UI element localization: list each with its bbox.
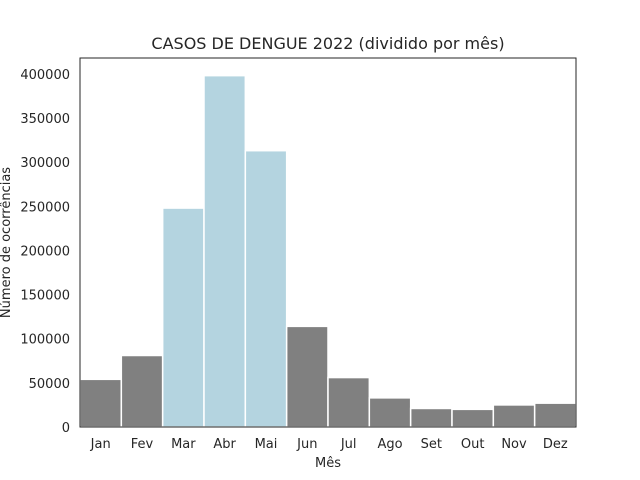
bar-jul bbox=[327, 376, 371, 428]
y-tick-label: 200000 bbox=[20, 244, 70, 259]
y-tick-label: 400000 bbox=[20, 68, 70, 83]
x-tick-label-nov: Nov bbox=[501, 437, 527, 452]
bar-ago bbox=[368, 397, 412, 428]
x-axis-ticks: Jan Fev Mar Abr Mai Jun Jul Ago Set Out Nov Dez bbox=[90, 437, 568, 452]
x-tick-label-jan: Jan bbox=[90, 437, 111, 452]
y-tick-label: 0 bbox=[62, 421, 70, 436]
x-tick-label-mai: Mai bbox=[255, 437, 278, 452]
y-tick-label: 100000 bbox=[20, 333, 70, 348]
bar-set bbox=[409, 407, 453, 428]
y-tick-label: 50000 bbox=[29, 377, 70, 392]
x-tick-label-mar: Mar bbox=[171, 437, 196, 452]
y-tick-label: 250000 bbox=[20, 200, 70, 215]
x-tick-label-set: Set bbox=[421, 437, 442, 452]
x-tick-label-abr: Abr bbox=[213, 437, 236, 452]
y-tick-label: 150000 bbox=[20, 289, 70, 304]
bar-abr bbox=[203, 74, 247, 428]
bar-out bbox=[451, 408, 495, 428]
x-axis-label: Mês bbox=[315, 456, 341, 471]
plot-frame bbox=[79, 57, 577, 428]
y-tick-label: 300000 bbox=[20, 156, 70, 171]
x-tick-label-dez: Dez bbox=[543, 437, 568, 452]
x-tick-label-jun: Jun bbox=[296, 437, 317, 452]
bar-jun bbox=[285, 325, 329, 428]
y-axis-ticks: 0 50000 100000 150000 200000 250000 300000 3500… bbox=[20, 68, 70, 436]
x-tick-label-jul: Jul bbox=[340, 437, 357, 452]
bar-mai bbox=[244, 149, 288, 428]
bar-dez bbox=[533, 402, 577, 428]
x-tick-label-fev: Fev bbox=[131, 437, 154, 452]
bar-jan bbox=[79, 378, 123, 428]
bar-mar bbox=[161, 207, 205, 428]
y-axis-label: Número de ocorrências bbox=[0, 167, 14, 318]
y-tick-label: 350000 bbox=[20, 112, 70, 127]
bars-group bbox=[79, 74, 577, 428]
x-tick-label-out: Out bbox=[461, 437, 485, 452]
x-tick-label-ago: Ago bbox=[377, 437, 402, 452]
bar-fev bbox=[120, 354, 164, 428]
chart-title: CASOS DE DENGUE 2022 (dividido por mês) bbox=[151, 34, 504, 53]
bar-nov bbox=[492, 404, 536, 428]
